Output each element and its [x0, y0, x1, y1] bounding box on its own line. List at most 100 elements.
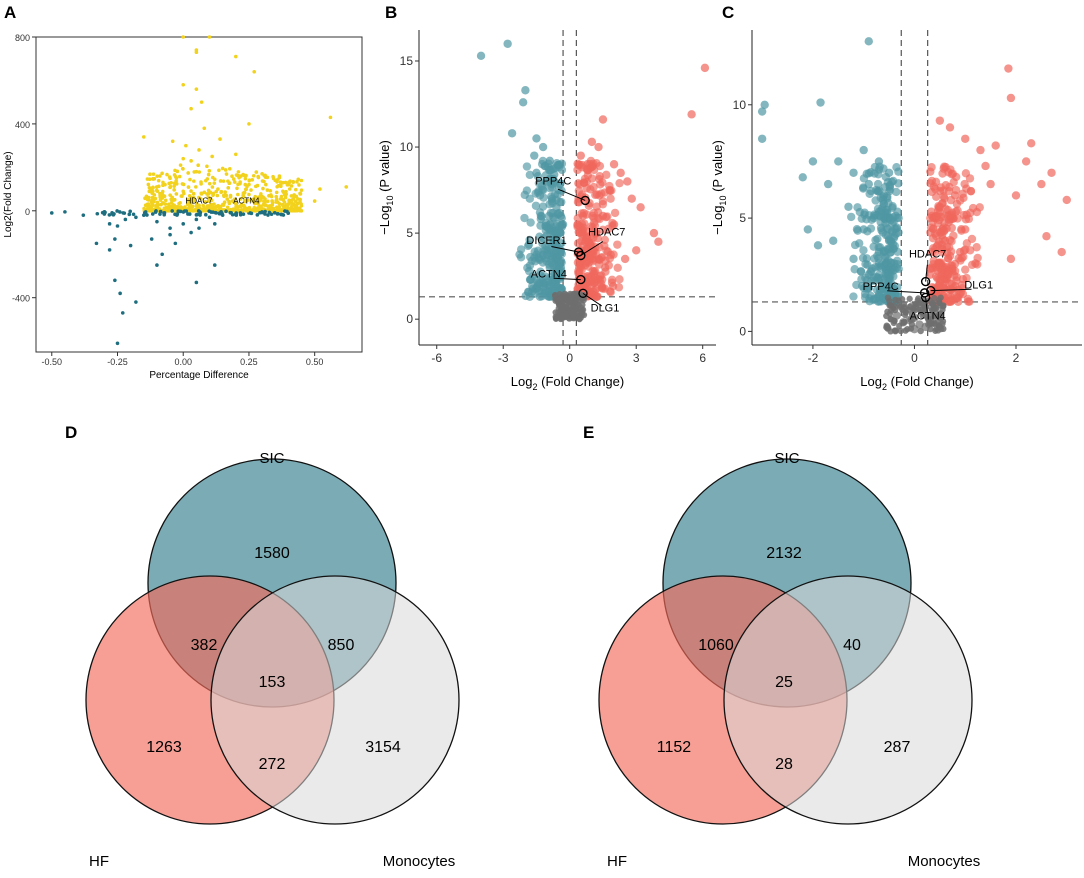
- point-ns-b: [570, 290, 578, 298]
- point-up-a: [312, 199, 317, 203]
- point-up-b: [602, 170, 611, 180]
- point-down-a: [263, 212, 267, 216]
- point-up-b: [576, 275, 586, 284]
- point-down-b: [553, 160, 563, 170]
- y-axis-title-a: Log2(Fold Change): [3, 151, 14, 237]
- point-down-b: [525, 275, 535, 284]
- point-up-a: [328, 115, 333, 120]
- venn-d-hf-only: 1263: [146, 739, 182, 756]
- point-up-a: [287, 181, 291, 185]
- point-up-a: [192, 179, 196, 183]
- point-up-c: [962, 210, 971, 219]
- point-down-b: [554, 249, 564, 258]
- point-down-b: [538, 142, 548, 152]
- point-down-c: [757, 134, 767, 143]
- point-up-a: [192, 170, 197, 174]
- point-up-a: [199, 100, 204, 104]
- point-ns-b: [566, 298, 573, 306]
- point-up-c: [949, 231, 958, 240]
- y-tick-label-b: 15: [400, 54, 414, 68]
- point-up-b: [601, 212, 611, 222]
- point-down-a: [118, 210, 122, 214]
- point-up-a: [173, 208, 177, 213]
- point-down-b: [550, 275, 559, 284]
- point-up-a: [178, 201, 182, 205]
- point-up-c: [959, 246, 969, 255]
- x-tick-label-a: -0.50: [42, 357, 63, 367]
- point-up-a: [181, 35, 186, 39]
- point-up-a: [253, 184, 258, 189]
- point-down-a: [207, 215, 212, 220]
- point-up-a: [299, 188, 304, 192]
- point-up-a: [271, 176, 276, 181]
- point-up-a: [223, 190, 227, 194]
- point-up-a: [243, 199, 248, 204]
- point-up-c: [1021, 157, 1031, 166]
- point-down-c: [874, 170, 883, 179]
- point-up-a: [298, 197, 302, 202]
- gene-label-leader-c: [887, 290, 925, 294]
- point-up-c: [986, 179, 995, 189]
- point-up-b: [592, 190, 602, 199]
- gene-annotation-a: ACTN4: [233, 197, 260, 206]
- point-up-a: [251, 173, 256, 178]
- point-up-a: [232, 180, 237, 184]
- point-up-a: [172, 188, 176, 192]
- point-up-a: [153, 196, 158, 201]
- point-down-a: [211, 210, 215, 214]
- point-up-a: [155, 174, 159, 178]
- point-up-a: [244, 173, 248, 178]
- point-up-a: [161, 183, 165, 187]
- y-tick-label-a: -400: [12, 294, 30, 304]
- point-up-a: [209, 198, 214, 203]
- point-up-b: [592, 202, 601, 211]
- point-up-a: [244, 187, 248, 191]
- point-up-a: [175, 169, 180, 174]
- point-up-b: [590, 286, 600, 295]
- point-up-a: [277, 175, 282, 180]
- point-up-a: [236, 192, 240, 197]
- point-down-a: [121, 211, 125, 215]
- point-down-c: [864, 37, 873, 46]
- point-up-a: [256, 206, 260, 210]
- point-down-c: [889, 217, 898, 227]
- point-up-a: [237, 175, 241, 180]
- point-ns-c: [904, 326, 911, 333]
- point-down-c: [873, 234, 882, 244]
- point-down-b: [525, 194, 535, 203]
- point-up-b: [609, 250, 618, 259]
- point-down-b: [556, 228, 565, 237]
- point-up-a: [257, 197, 262, 201]
- point-up-a: [206, 172, 211, 177]
- point-ns-c: [884, 294, 892, 301]
- point-up-a: [231, 177, 236, 181]
- x-tick-label-b: 3: [633, 351, 640, 365]
- point-up-a: [241, 172, 245, 177]
- point-up-c: [961, 134, 970, 143]
- point-down-c: [849, 168, 858, 177]
- point-down-b: [528, 282, 537, 291]
- point-up-b: [600, 188, 609, 197]
- point-down-b: [538, 250, 548, 259]
- point-down-c: [882, 223, 891, 232]
- point-up-b: [620, 254, 630, 264]
- point-up-b: [616, 168, 625, 178]
- venn-d-sic-monocytes: 850: [328, 637, 355, 654]
- point-down-a: [214, 211, 218, 215]
- point-up-a: [291, 208, 296, 213]
- point-down-c: [890, 241, 900, 250]
- point-up-a: [219, 190, 223, 195]
- point-up-a: [221, 193, 226, 198]
- point-down-c: [869, 242, 878, 251]
- point-down-c: [860, 293, 870, 302]
- point-up-b: [575, 180, 585, 189]
- gene-label-c: ACTN4: [910, 310, 946, 322]
- point-down-c: [803, 225, 813, 234]
- point-up-a: [283, 180, 288, 185]
- point-up-a: [263, 173, 267, 178]
- point-up-a: [252, 69, 257, 74]
- point-up-a: [202, 126, 207, 131]
- point-down-a: [170, 209, 175, 213]
- point-up-a: [158, 174, 162, 178]
